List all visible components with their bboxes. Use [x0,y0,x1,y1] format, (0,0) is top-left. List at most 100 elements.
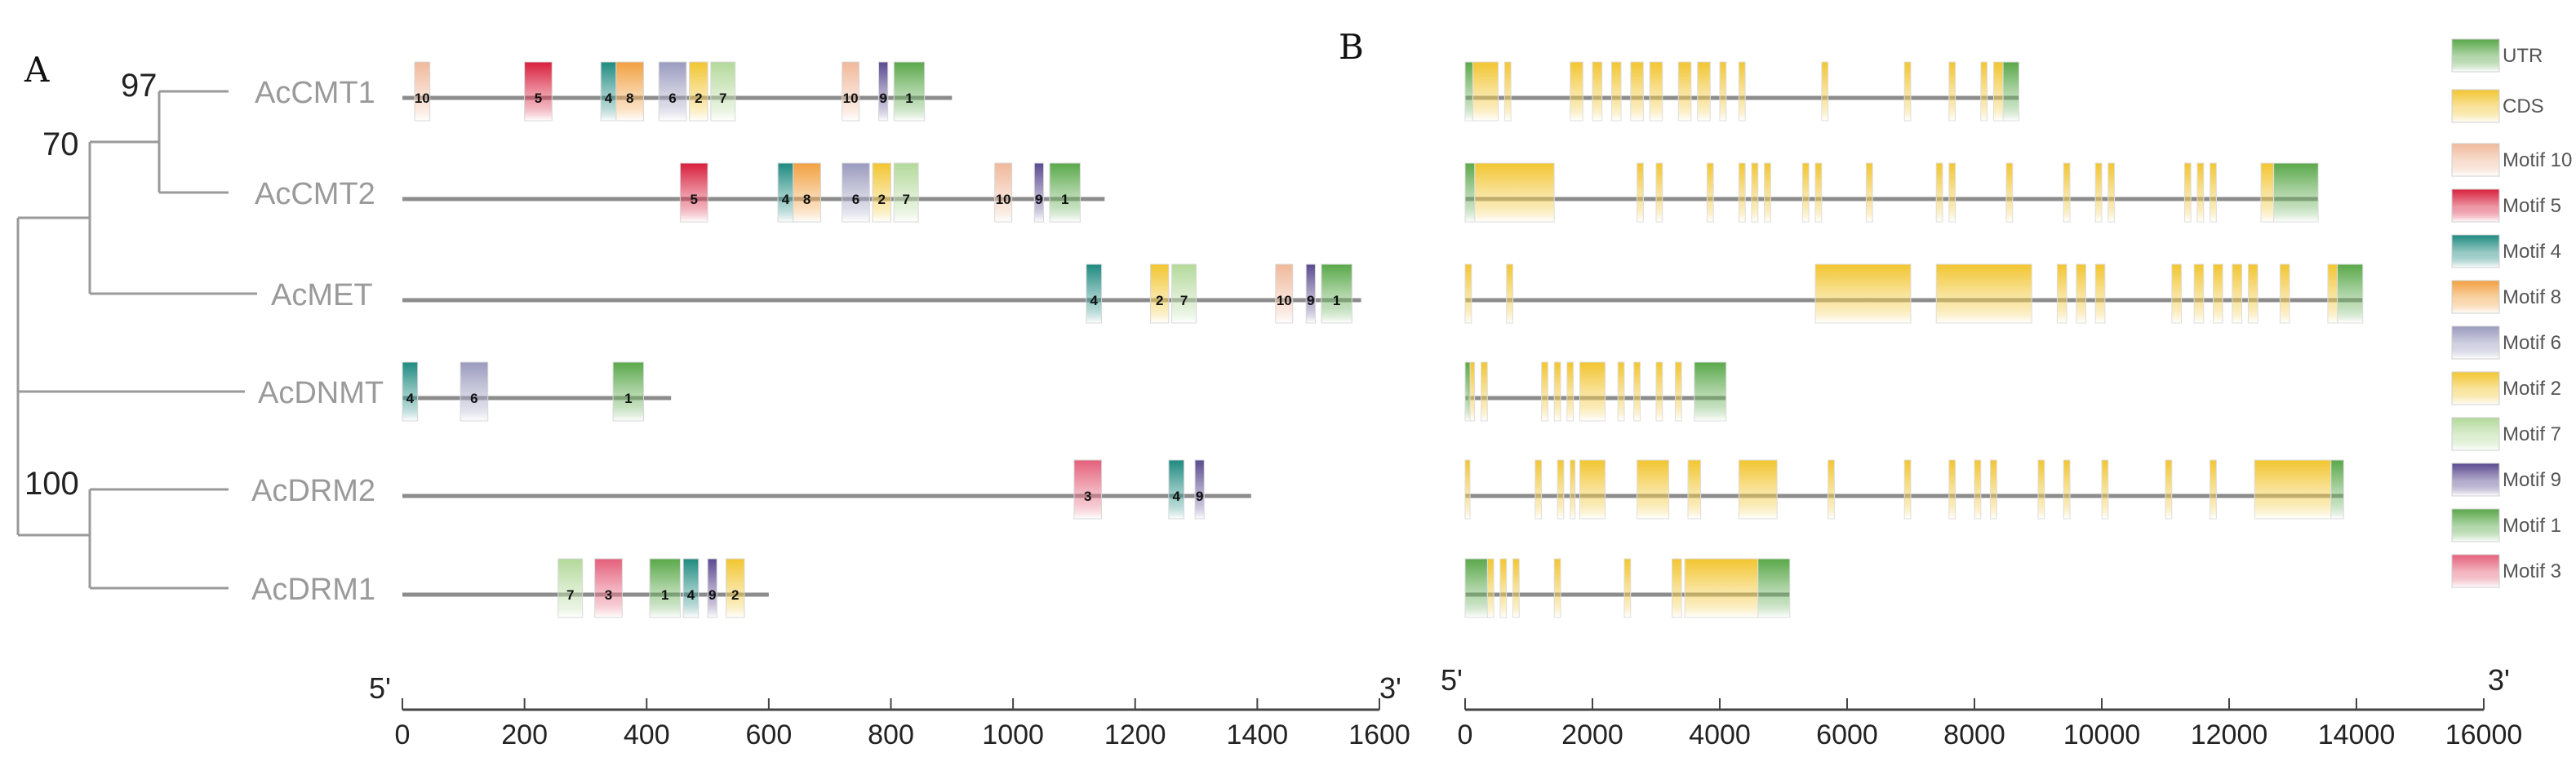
cds-exon [2005,162,2014,223]
cds-exon [2210,459,2217,520]
cds-exon [1821,61,1829,122]
motif-8-label: 8 [626,91,633,106]
cds-exon [1553,558,1561,618]
motif-5-label: 5 [535,91,542,106]
motif-3-label: 3 [605,587,612,603]
utr-region [1464,162,1476,223]
motif-5-label: 5 [690,192,697,207]
motif-1-label: 1 [1061,192,1068,207]
cds-exon [2094,162,2103,223]
motif-7-box [557,558,584,618]
cds-exon [1948,61,1956,122]
gene-labels: AcCMT1 AcCMT2 AcMET AcDNMT AcDRM2 AcDRM1 [251,76,384,607]
axis-b-5prime: 5' [1441,663,1463,697]
motif-1-label: 1 [624,391,632,406]
cds-exon [2213,263,2223,324]
motif-10-label: 10 [415,91,430,106]
legend-swatch-m2 [2451,371,2500,405]
motif-7-label: 7 [1180,293,1188,308]
motif-6-box [658,61,687,122]
cds-exon [1570,459,1576,520]
cds-exon [1553,361,1561,422]
legend-label-utr: UTR [2503,45,2543,67]
motif-10-label: 10 [996,192,1011,207]
legend-label-m8: Motif 8 [2503,286,2561,308]
utr-region [2002,61,2020,122]
motif-4-label: 4 [605,91,613,106]
cds-exon [1633,361,1641,422]
motif-7-box [893,162,919,223]
cds-exon [1464,459,1471,520]
motif-1-box [612,361,645,422]
legend-swatch-m7 [2451,417,2500,451]
gene-label-accmt2: AcCMT2 [255,177,375,211]
utr-region [1464,558,1488,618]
legend: UTR CDS Motif 10 Motif 5 Motif 4 Motif 8 Motif… [2451,38,2572,588]
motif-1-label: 1 [905,91,913,106]
cds-exon [1623,558,1632,618]
cds-exon [2056,263,2067,324]
cds-exon [1992,61,2004,122]
motif-7-box [1171,263,1197,324]
motif-9-box [1305,263,1316,324]
axis-a-tick-label: 200 [501,719,548,750]
gene-label-acdrm2: AcDRM2 [251,474,375,508]
motif-5-box [524,61,553,122]
motif-1-box [1049,162,1081,223]
panel-b-label: B [1339,27,1364,67]
axis-b-tick-label: 4000 [1689,719,1751,750]
legend-swatch-m6 [2451,325,2500,360]
cds-exon [1801,162,1810,223]
motif-2-box [726,558,745,618]
motif-3-label: 3 [1084,489,1091,504]
cds-exon [1570,61,1583,122]
cds-exon [1541,361,1548,422]
motif-8-label: 8 [803,192,811,207]
utr-region [2273,162,2319,223]
cds-exon [1512,558,1520,618]
cds-exon [1935,162,1943,223]
axis-b-tick-label: 6000 [1816,719,1878,750]
cds-exon [1814,162,1823,223]
axis-a-3prime: 3' [1379,671,1401,705]
cds-exon [1503,61,1512,122]
cds-exon [2101,459,2109,520]
motif-8-box [793,162,821,223]
axis-a: 5' 3' 0 200 400 600 800 1000 1200 1400 1600 [369,671,1410,750]
cds-exon [1610,61,1622,122]
axis-b-tick-label: 2000 [1561,719,1623,750]
motif-9-box [707,558,717,618]
motif-4-label: 4 [782,192,790,207]
cds-exon [2210,162,2217,223]
utr-region [1757,558,1791,618]
motif-2-box [1149,263,1170,324]
cds-exon [2037,459,2045,520]
motif-1-box [893,61,926,122]
cds-exon [1472,61,1499,122]
bootstrap-97: 97 [121,68,158,104]
motif-4-label: 4 [1173,489,1181,504]
motif-6-box [460,361,489,422]
cds-exon [1974,459,1982,520]
cds-exon [1935,263,2032,324]
motif-3-box [1073,459,1103,520]
cds-exon [2327,263,2338,324]
motif-7-label: 7 [566,587,574,603]
motif-9-label: 9 [1035,192,1042,207]
cds-exon [1738,459,1778,520]
cds-exon [1579,459,1606,520]
motif-9-label: 9 [1307,293,1314,308]
motif-6-label: 6 [852,192,859,207]
cds-exon [1948,459,1956,520]
cds-exon [1738,162,1746,223]
cds-exon [1464,263,1472,324]
cds-exon [1592,61,1603,122]
motif-6-box [842,162,870,223]
cds-exon [1719,61,1727,122]
legend-swatch-m1 [2451,508,2500,542]
motif-10-box [994,162,1013,223]
motif-7-label: 7 [719,91,726,106]
motif-2-label: 2 [1156,293,1163,308]
motif-6-label: 6 [470,391,477,406]
